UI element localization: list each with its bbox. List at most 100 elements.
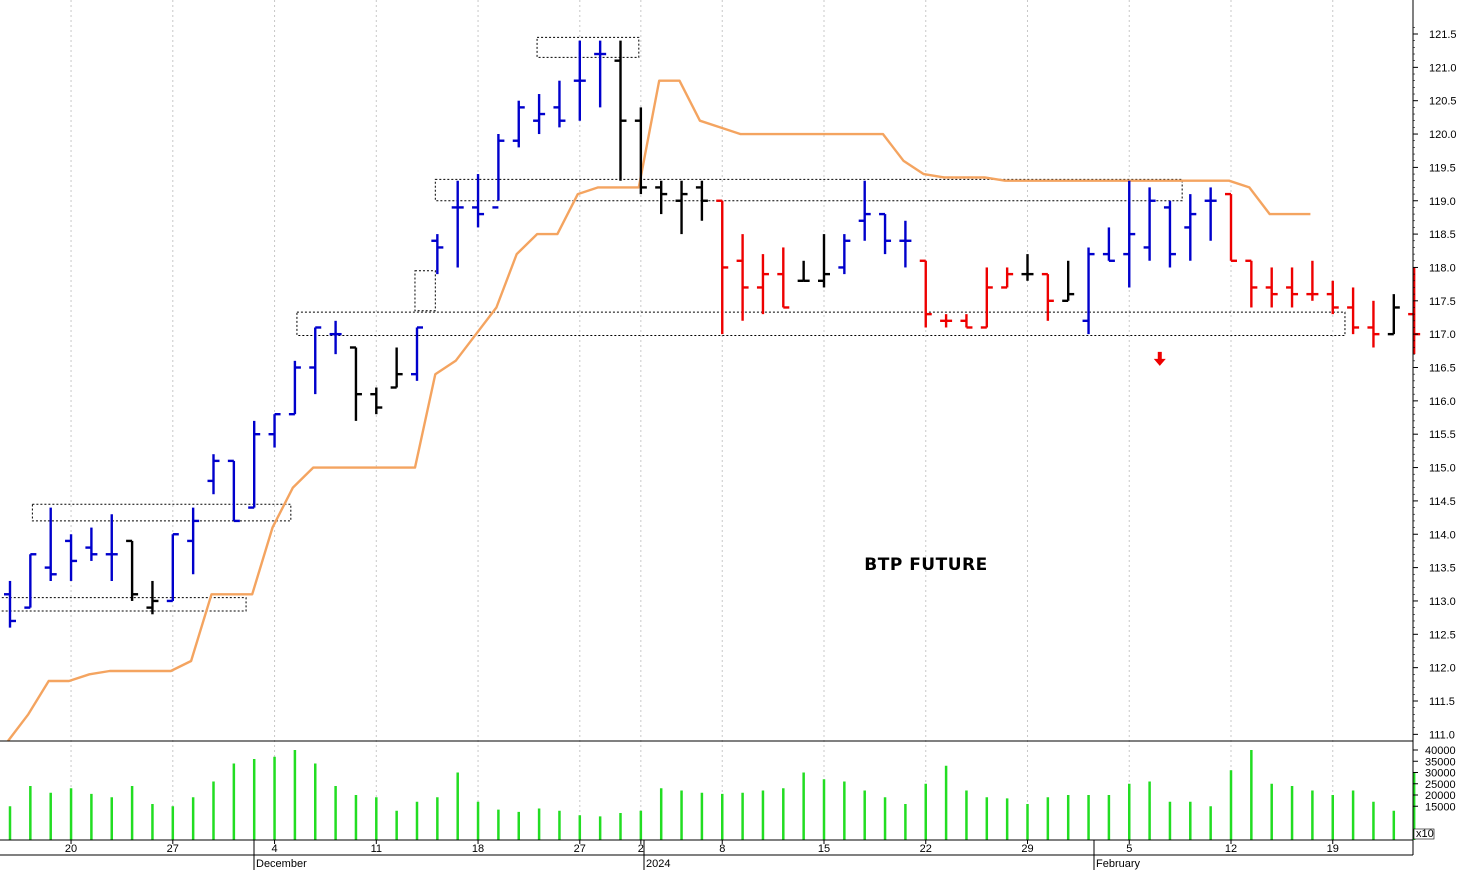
frame-layer bbox=[0, 0, 1414, 856]
price-tick-label: 114.5 bbox=[1429, 496, 1456, 508]
price-tick-label: 120.5 bbox=[1429, 96, 1457, 108]
ohlc-bar bbox=[858, 180, 871, 241]
ohlc-bar bbox=[349, 346, 362, 421]
ohlc-bar bbox=[1245, 259, 1258, 308]
ohlc-bar bbox=[756, 254, 769, 315]
price-tick-label: 112.0 bbox=[1429, 663, 1456, 675]
price-tick-label: 111.0 bbox=[1429, 729, 1455, 741]
ohlc-bar bbox=[1306, 260, 1319, 301]
x-tick-label: 29 bbox=[1021, 843, 1033, 855]
zone-box bbox=[414, 270, 436, 312]
x-tick-label: 11 bbox=[371, 843, 382, 855]
ohlc-bar bbox=[268, 412, 281, 448]
price-tick-label: 111.5 bbox=[1429, 696, 1455, 708]
volume-tick-label: 25000 bbox=[1425, 779, 1456, 791]
ohlc-bar bbox=[451, 180, 464, 268]
x-tick-label: 4 bbox=[271, 843, 277, 855]
chart-title: BTP FUTURE bbox=[864, 555, 987, 575]
price-tick-label: 118.0 bbox=[1429, 262, 1456, 274]
ohlc-bar bbox=[227, 459, 240, 523]
ohlc-bar bbox=[1225, 192, 1237, 262]
ohlc-bar bbox=[1367, 300, 1380, 348]
ohlc-bar bbox=[838, 234, 851, 275]
price-tick-label: 117.5 bbox=[1429, 296, 1456, 308]
x-tick-label: 2024 bbox=[646, 858, 670, 870]
ohlc-bar bbox=[431, 234, 444, 275]
ohlc-bar bbox=[736, 234, 749, 321]
price-tick-label: 113.0 bbox=[1429, 596, 1456, 608]
ohlc-bar bbox=[818, 234, 830, 288]
x-tick-label: 5 bbox=[1126, 843, 1132, 855]
ohlc-bar bbox=[899, 220, 912, 268]
ohlc-bar bbox=[288, 360, 301, 416]
x-tick-label: December bbox=[256, 858, 307, 870]
x-tick-label: 2 bbox=[638, 843, 644, 855]
signal-layer bbox=[1153, 351, 1166, 366]
price-tick-label: 115.5 bbox=[1429, 429, 1456, 441]
ohlc-bar bbox=[1062, 260, 1075, 302]
ohlc-bar bbox=[85, 527, 98, 561]
ohlc-bar bbox=[1184, 194, 1197, 261]
ohlc-bar bbox=[24, 553, 37, 609]
price-tick-label: 121.5 bbox=[1429, 29, 1457, 41]
sell-signal-arrow bbox=[1153, 351, 1166, 366]
price-tick-label: 113.5 bbox=[1429, 563, 1456, 575]
ohlc-bar bbox=[980, 267, 993, 329]
price-tick-label: 121.0 bbox=[1429, 62, 1457, 74]
ohlc-bar bbox=[777, 247, 790, 309]
price-tick-label: 114.0 bbox=[1429, 529, 1456, 541]
ohlc-bar bbox=[573, 40, 586, 121]
price-tick-label: 120.0 bbox=[1429, 129, 1457, 141]
zone-box bbox=[536, 36, 640, 58]
volume-tick-label: 30000 bbox=[1425, 768, 1456, 780]
zone-box bbox=[0, 597, 247, 612]
price-tick-label: 119.0 bbox=[1429, 196, 1456, 208]
ohlc-bar bbox=[655, 180, 668, 215]
volume-multiplier-box bbox=[1413, 828, 1435, 840]
ohlc-bar bbox=[1326, 280, 1339, 315]
price-tick-label: 115.0 bbox=[1429, 463, 1456, 475]
stop-line-layer bbox=[7, 79, 1311, 742]
ohlc-bar bbox=[940, 314, 953, 328]
ohlc-bar bbox=[105, 514, 118, 581]
ohlc-bar bbox=[1021, 254, 1034, 281]
ohlc-bar bbox=[309, 326, 322, 395]
ohlc-bar bbox=[390, 347, 403, 389]
ohlc-bar bbox=[126, 539, 139, 601]
ohlc-bar bbox=[1163, 200, 1176, 268]
ohlc-bar bbox=[329, 320, 342, 355]
ohlc-bar bbox=[919, 259, 932, 328]
ohlc-bar bbox=[797, 260, 810, 282]
x-tick-label: February bbox=[1096, 858, 1141, 870]
x-tick-label: 8 bbox=[719, 843, 725, 855]
stop-line bbox=[7, 79, 1311, 742]
price-tick-label: 116.0 bbox=[1429, 396, 1456, 408]
price-tick-label: 117.0 bbox=[1429, 329, 1456, 341]
ohlc-bar bbox=[533, 94, 546, 135]
ohlc-bar bbox=[472, 174, 485, 228]
zone-box bbox=[31, 503, 292, 522]
x-tick-label: 27 bbox=[574, 843, 586, 855]
ohlc-bar bbox=[370, 387, 383, 415]
volume-tick-label: 15000 bbox=[1425, 801, 1456, 813]
ohlc-bar bbox=[1041, 272, 1054, 321]
ohlc-bar bbox=[614, 40, 627, 181]
ohlc-bar bbox=[1387, 294, 1400, 336]
x-tick-label: 20 bbox=[65, 843, 77, 855]
x-tick-label: 12 bbox=[1225, 843, 1237, 855]
ohlc-bar bbox=[553, 80, 566, 128]
ohlc-bar bbox=[1143, 187, 1156, 261]
ohlc-bar bbox=[248, 420, 261, 509]
x-tick-label: 19 bbox=[1327, 843, 1339, 855]
ohlc-bar bbox=[1082, 247, 1095, 335]
zone-box bbox=[434, 178, 1183, 202]
ohlc-bar bbox=[1265, 267, 1278, 308]
ohlc-bar bbox=[1204, 187, 1217, 241]
price-tick-label: 118.5 bbox=[1429, 229, 1456, 241]
ohlc-bar bbox=[634, 107, 647, 195]
price-tick-label: 112.5 bbox=[1429, 629, 1456, 641]
